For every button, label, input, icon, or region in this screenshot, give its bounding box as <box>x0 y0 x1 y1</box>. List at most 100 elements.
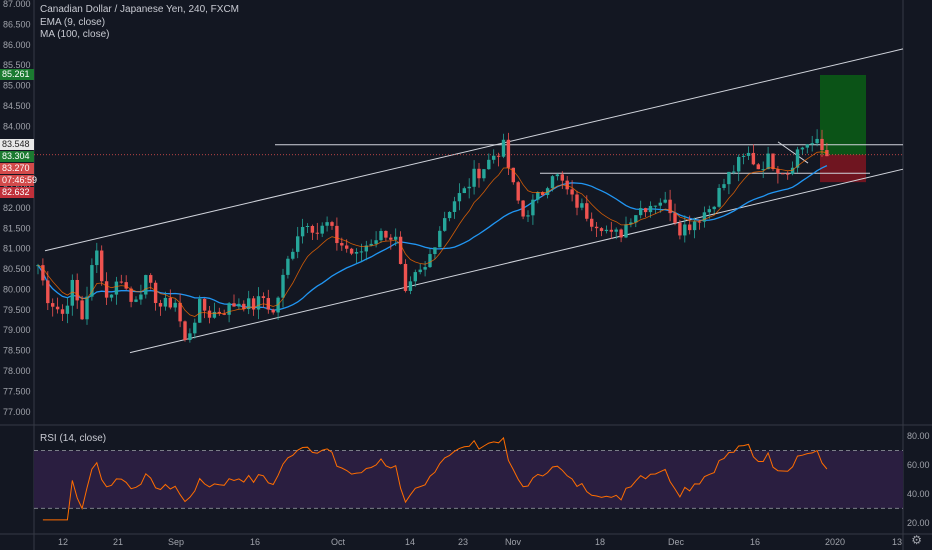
candle-body <box>438 230 442 248</box>
price-tick-label: 78.500 <box>3 346 31 356</box>
price-tick-label: 85.000 <box>3 81 31 91</box>
price-tick-label: 79.000 <box>3 325 31 335</box>
candle-body <box>585 203 589 219</box>
candle-body <box>80 300 84 320</box>
candle-body <box>452 201 457 212</box>
rsi-tick-label: 40.00 <box>907 489 930 499</box>
candle-body <box>536 192 540 200</box>
price-tick-label: 80.000 <box>3 284 31 294</box>
candle-body <box>707 209 711 213</box>
candle-body <box>541 192 545 195</box>
settings-gear-icon[interactable]: ⚙ <box>911 533 922 547</box>
candle-body <box>678 222 682 236</box>
candle-body <box>492 155 496 160</box>
candle-body <box>511 167 515 183</box>
candle-body <box>242 303 246 310</box>
candle-body <box>555 174 560 177</box>
channel-upper-line <box>44 48 904 252</box>
price-tick-label: 79.500 <box>3 305 31 315</box>
rsi-tick-label: 80.00 <box>907 431 930 441</box>
candle-body <box>256 296 261 310</box>
ema-9-line <box>37 151 827 317</box>
time-tick-label: 18 <box>595 537 605 547</box>
candle-body <box>815 138 819 144</box>
candle-body <box>580 203 584 208</box>
price-tick-label: 85.500 <box>3 60 31 70</box>
candle-body <box>653 205 658 207</box>
time-tick-label: 16 <box>750 537 760 547</box>
stop-top-label: 83.270 <box>0 163 34 174</box>
candle-body <box>629 222 633 225</box>
time-tick-label: Sep <box>168 537 184 547</box>
candle-body <box>104 281 109 298</box>
candle-body <box>756 164 760 170</box>
candle-body <box>345 245 349 249</box>
price-tick-label: 86.000 <box>3 40 31 50</box>
candle-body <box>369 243 373 246</box>
candle-body <box>462 188 466 194</box>
candle-body <box>702 212 707 222</box>
candle-body <box>36 265 40 267</box>
candle-body <box>786 173 790 175</box>
candle-body <box>570 189 574 195</box>
candle-body <box>467 186 471 189</box>
candle-body <box>222 313 226 315</box>
candle-body <box>349 248 354 254</box>
candle-body <box>70 279 74 306</box>
candle-body <box>790 167 795 175</box>
candle-body <box>506 139 511 168</box>
candle-body <box>340 243 344 246</box>
candle-body <box>482 169 486 179</box>
candle-body <box>477 168 481 179</box>
candle-body <box>531 199 535 216</box>
candle-body <box>300 226 305 237</box>
ema-legend: EMA (9, close) <box>40 17 106 28</box>
candle-body <box>487 159 491 170</box>
candle-body <box>550 176 555 189</box>
price-tick-label: 81.000 <box>3 244 31 254</box>
time-tick-label: 2020 <box>825 537 845 547</box>
candle-body <box>188 333 192 341</box>
candle-body <box>599 228 604 232</box>
candle-body <box>697 221 702 223</box>
time-tick-label: 14 <box>405 537 415 547</box>
price-tick-label: 84.000 <box>3 121 31 131</box>
candle-body <box>55 306 60 310</box>
candle-body <box>202 298 207 311</box>
candle-body <box>428 254 432 268</box>
candle-body <box>722 184 726 188</box>
ma-100-line <box>37 165 828 311</box>
price-tick-label: 77.000 <box>3 407 31 417</box>
candle-body <box>727 171 731 185</box>
candle-body <box>398 236 403 264</box>
candle-body <box>163 297 168 307</box>
time-tick-label: 13 <box>892 537 902 547</box>
candle-body <box>330 222 334 226</box>
candle-body <box>810 143 814 145</box>
candle-body <box>781 173 785 175</box>
candle-body <box>673 213 677 223</box>
candle-body <box>658 202 662 206</box>
candle-body <box>335 225 339 244</box>
last-price-label: 83.304 <box>0 151 34 162</box>
candle-body <box>771 153 775 170</box>
candle-body <box>364 245 368 252</box>
candle-body <box>129 288 133 302</box>
resistance-price-label: 83.548 <box>0 139 34 150</box>
candle-body <box>443 218 447 231</box>
candle-body <box>100 250 104 282</box>
price-tick-label: 80.500 <box>3 264 31 274</box>
candle-body <box>158 303 163 307</box>
candle-body <box>668 199 672 214</box>
candle-body <box>247 298 251 310</box>
candle-body <box>457 193 462 202</box>
candle-body <box>75 279 79 301</box>
price-tick-label: 78.000 <box>3 366 31 376</box>
candle-body <box>643 208 648 213</box>
candle-body <box>501 139 506 157</box>
price-tick-label: 82.000 <box>3 203 31 213</box>
candle-body <box>305 226 310 228</box>
price-tick-label: 87.000 <box>3 0 31 9</box>
time-tick-label: Oct <box>331 537 346 547</box>
